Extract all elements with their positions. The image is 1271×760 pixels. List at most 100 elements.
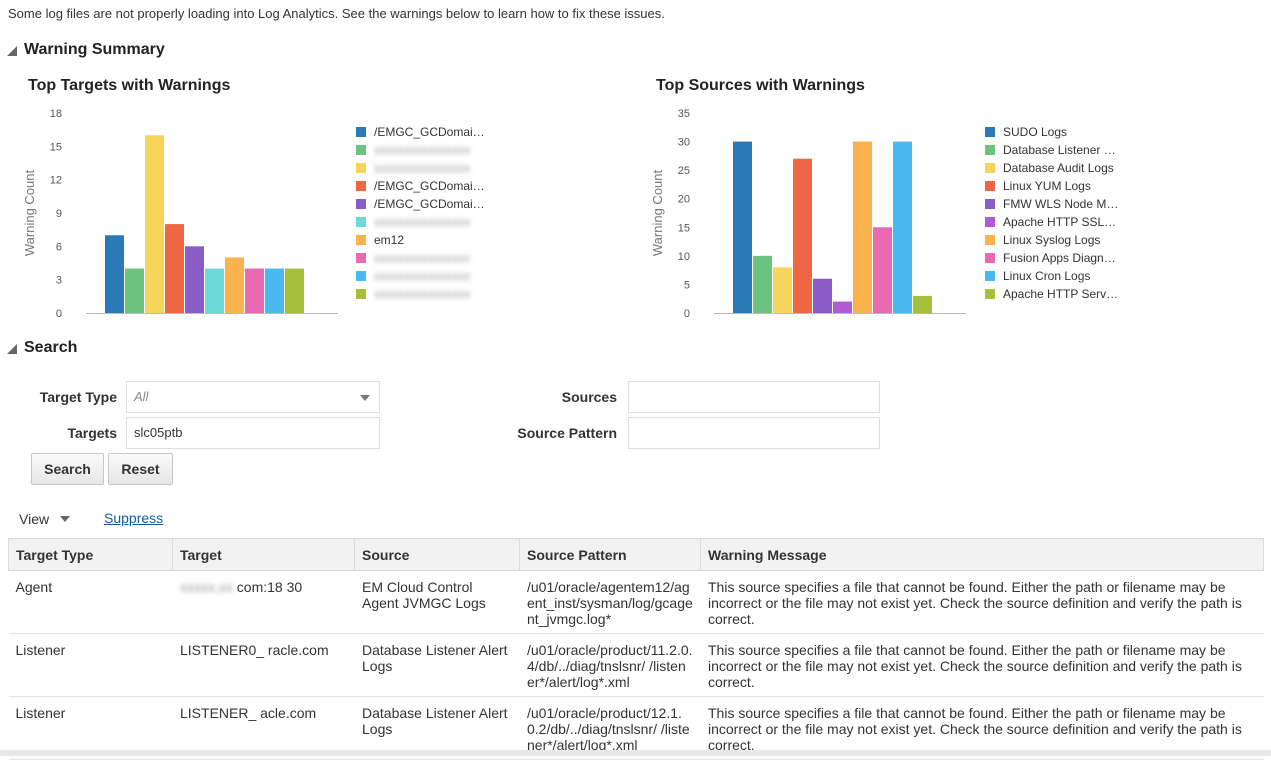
- column-header-warning-message[interactable]: Warning Message: [700, 538, 1264, 571]
- cell-target-type: Listener: [8, 633, 173, 697]
- chevron-down-icon: [59, 516, 70, 522]
- legend-label: xxxxxxxxxxxxxxxx: [374, 287, 470, 301]
- legend-item[interactable]: SUDO Logs: [985, 124, 1067, 140]
- bar[interactable]: [793, 158, 812, 313]
- bar[interactable]: [913, 295, 932, 313]
- bar[interactable]: [185, 246, 204, 313]
- cell-target: LISTENER_ acle.com: [172, 696, 355, 760]
- table-row[interactable]: Agent xxxxx.xx com:18 30 EM Cloud Contro…: [8, 570, 1264, 634]
- bar[interactable]: [833, 301, 852, 313]
- legend-label: xxxxxxxxxxxxxxxx: [374, 143, 470, 157]
- bar[interactable]: [813, 278, 832, 313]
- sources-legend: SUDO Logs Database Listener … Database Aud…: [985, 124, 1135, 304]
- sources-input[interactable]: [628, 381, 880, 413]
- table-row[interactable]: Listener LISTENER_ acle.com Database Lis…: [8, 696, 1264, 760]
- bar[interactable]: [265, 268, 284, 313]
- dropdown-arrow-icon[interactable]: [360, 395, 370, 401]
- bar[interactable]: [893, 141, 912, 313]
- y-tick-label: 0: [684, 308, 690, 320]
- legend-label: SUDO Logs: [1003, 125, 1068, 139]
- legend-item[interactable]: Apache HTTP SSL…: [985, 214, 1116, 230]
- legend-label: /EMGC_GCDomai…: [374, 179, 485, 193]
- legend-label: Apache HTTP Serv…: [1003, 287, 1119, 301]
- bar[interactable]: [285, 268, 304, 313]
- legend-item[interactable]: xxxxxxxxxxxxxxxx: [356, 250, 470, 266]
- legend-swatch: [985, 217, 995, 227]
- y-tick-label: 12: [50, 175, 62, 187]
- legend-item[interactable]: xxxxxxxxxxxxxxxx: [356, 214, 470, 230]
- bar[interactable]: [145, 135, 164, 313]
- legend-item[interactable]: Database Audit Logs: [985, 160, 1114, 176]
- legend-item[interactable]: Linux YUM Logs: [985, 178, 1091, 194]
- legend-swatch: [356, 145, 366, 155]
- legend-label: Linux Cron Logs: [1003, 269, 1091, 283]
- bar[interactable]: [853, 141, 872, 313]
- suppress-link[interactable]: Suppress: [104, 510, 164, 526]
- legend-item[interactable]: em12: [356, 232, 404, 248]
- legend-item[interactable]: Linux Cron Logs: [985, 268, 1090, 284]
- bar[interactable]: [773, 267, 792, 313]
- target-type-value: All: [134, 389, 149, 404]
- legend-item[interactable]: Database Listener …: [985, 142, 1116, 158]
- targets-label: Targets: [67, 425, 117, 441]
- bar[interactable]: [165, 224, 184, 313]
- legend-swatch: [356, 199, 366, 209]
- legend-swatch: [356, 235, 366, 245]
- bar[interactable]: [205, 268, 224, 313]
- table-header-row: Target Type Target Source Source Pattern…: [8, 538, 1264, 571]
- legend-swatch: [985, 181, 995, 191]
- bar[interactable]: [125, 268, 144, 313]
- legend-swatch: [985, 235, 995, 245]
- legend-item[interactable]: xxxxxxxxxxxxxxxx: [356, 268, 470, 284]
- column-header-target-type[interactable]: Target Type: [8, 538, 173, 571]
- y-tick-label: 18: [50, 108, 62, 120]
- column-header-target[interactable]: Target: [172, 538, 355, 571]
- legend-item[interactable]: xxxxxxxxxxxxxxxx: [356, 286, 470, 302]
- targets-input[interactable]: slc05ptb: [126, 417, 380, 449]
- cell-target-type: Agent: [8, 570, 173, 634]
- legend-swatch: [356, 127, 366, 137]
- horizontal-scrollbar[interactable]: [0, 750, 1271, 756]
- y-tick-label: 6: [56, 241, 62, 253]
- reset-button[interactable]: Reset: [108, 453, 173, 485]
- view-menu-label: View: [19, 511, 50, 527]
- target-type-select[interactable]: All: [126, 381, 380, 413]
- collapse-triangle-icon[interactable]: [7, 44, 21, 58]
- y-tick-label: 3: [56, 275, 62, 287]
- collapse-triangle-icon[interactable]: [7, 342, 21, 356]
- legend-item[interactable]: /EMGC_GCDomai…: [356, 178, 485, 194]
- legend-swatch: [985, 271, 995, 281]
- bar[interactable]: [245, 268, 264, 313]
- legend-item[interactable]: Apache HTTP Serv…: [985, 286, 1118, 302]
- legend-label: Linux YUM Logs: [1003, 179, 1091, 193]
- search-button[interactable]: Search: [31, 453, 104, 485]
- legend-item[interactable]: /EMGC_GCDomai…: [356, 196, 485, 212]
- y-tick-label: 35: [678, 108, 690, 120]
- legend-swatch: [985, 289, 995, 299]
- bar[interactable]: [873, 227, 892, 313]
- legend-item[interactable]: /EMGC_GCDomai…: [356, 124, 485, 140]
- bar[interactable]: [733, 141, 752, 313]
- legend-item[interactable]: FMW WLS Node M…: [985, 196, 1118, 212]
- column-header-source[interactable]: Source: [354, 538, 520, 571]
- legend-swatch: [356, 289, 366, 299]
- bar[interactable]: [225, 257, 244, 313]
- view-menu[interactable]: View: [19, 511, 70, 527]
- y-tick-label: 25: [678, 165, 690, 177]
- bar[interactable]: [105, 235, 124, 313]
- legend-item[interactable]: xxxxxxxxxxxxxxxx: [356, 160, 470, 176]
- y-tick-label: 10: [678, 251, 690, 263]
- legend-swatch: [985, 199, 995, 209]
- table-row[interactable]: Listener LISTENER0_ racle.com Database L…: [8, 633, 1264, 697]
- legend-swatch: [985, 145, 995, 155]
- legend-swatch: [985, 163, 995, 173]
- legend-item[interactable]: Linux Syslog Logs: [985, 232, 1100, 248]
- column-header-source-pattern[interactable]: Source Pattern: [519, 538, 701, 571]
- bar[interactable]: [753, 255, 772, 313]
- legend-item[interactable]: xxxxxxxxxxxxxxxx: [356, 142, 470, 158]
- legend-swatch: [356, 181, 366, 191]
- target-type-label: Target Type: [39, 389, 117, 405]
- source-pattern-input[interactable]: [628, 417, 880, 449]
- legend-swatch: [356, 253, 366, 263]
- legend-item[interactable]: Fusion Apps Diagn…: [985, 250, 1116, 266]
